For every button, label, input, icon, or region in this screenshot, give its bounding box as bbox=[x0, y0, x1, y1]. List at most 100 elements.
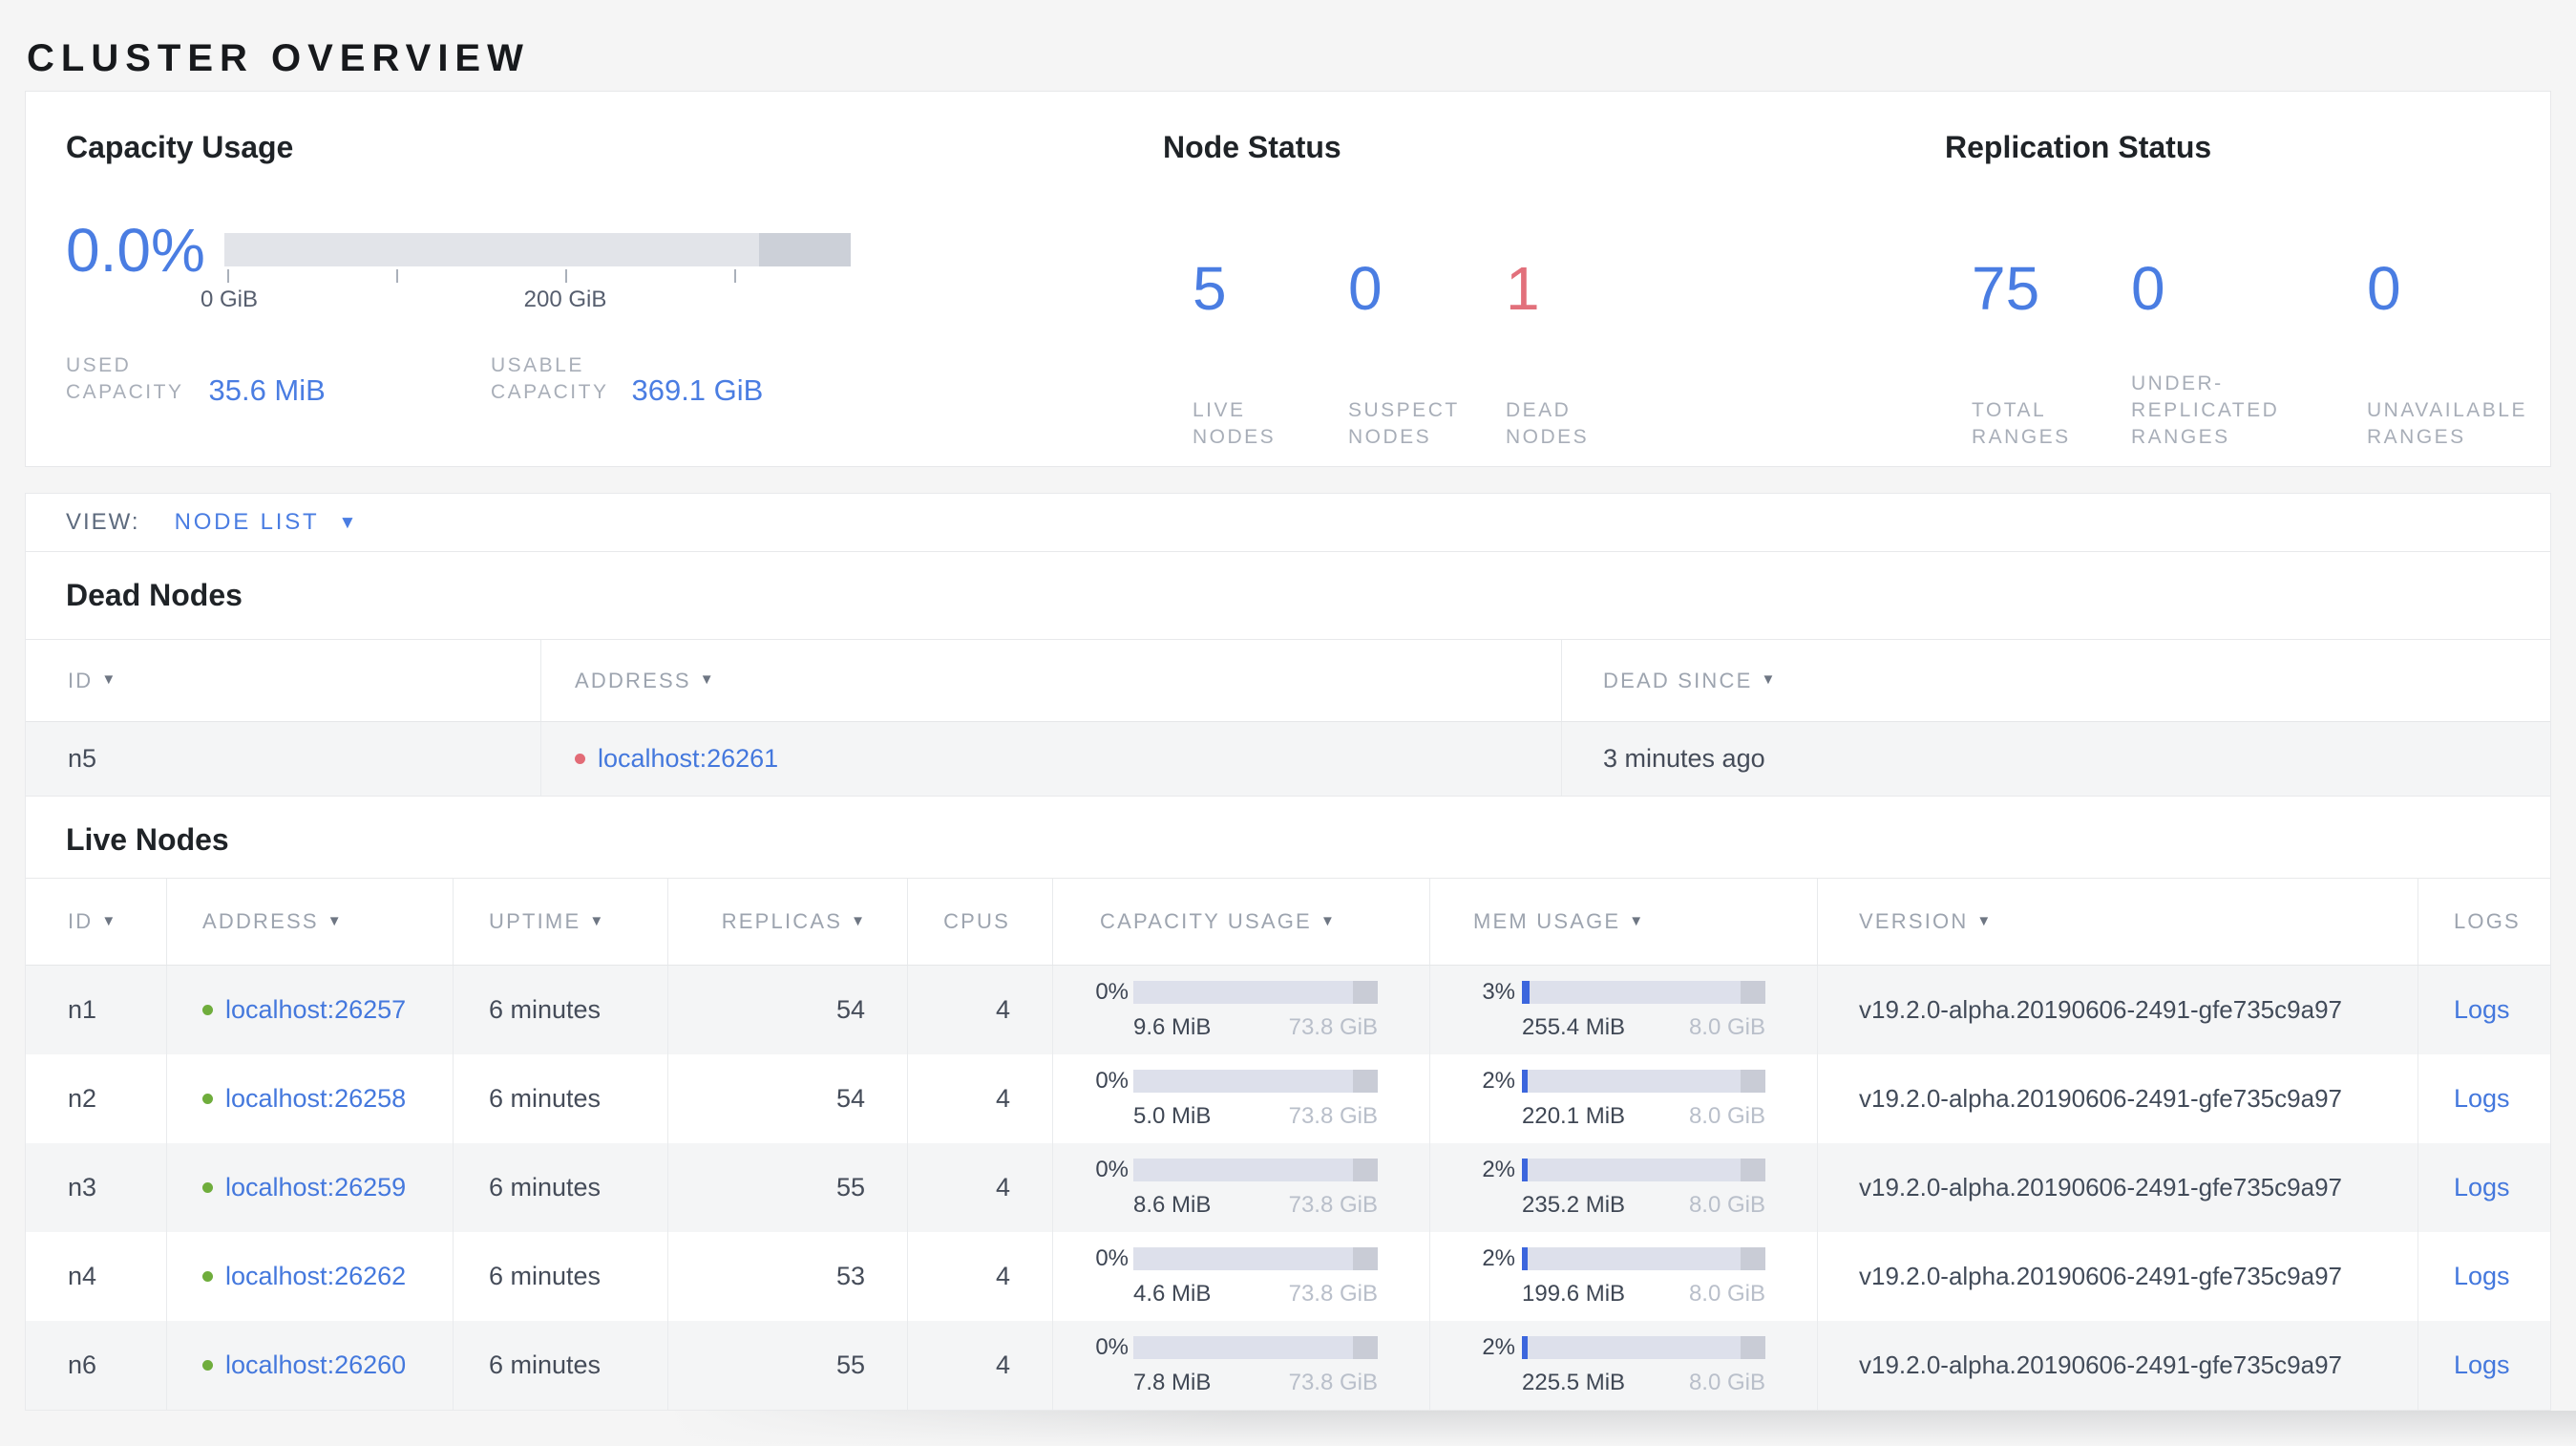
sort-arrow-icon: ▼ bbox=[327, 912, 342, 929]
node-status-title: Node Status bbox=[1163, 130, 1341, 164]
suspect-nodes-label: SUSPECT NODES bbox=[1348, 399, 1460, 448]
mem-percent: 3% bbox=[1482, 979, 1515, 1005]
node-address-link[interactable]: localhost:26259 bbox=[225, 1173, 407, 1201]
column-header-version[interactable]: VERSION ▼ bbox=[1817, 879, 2418, 965]
node-uptime: 6 minutes bbox=[453, 1054, 667, 1143]
mem-percent: 2% bbox=[1482, 1245, 1515, 1271]
capacity-total-value: 73.8 GiB bbox=[1288, 1370, 1378, 1395]
column-header-id[interactable]: ID ▼ bbox=[26, 640, 540, 721]
capacity-other-segment bbox=[1353, 981, 1378, 1004]
under-replicated-ranges-count: 0 bbox=[2131, 254, 2165, 323]
capacity-other-segment bbox=[1353, 1247, 1378, 1270]
column-header-address[interactable]: ADDRESS ▼ bbox=[540, 640, 1561, 721]
capacity-gauge-other-segment bbox=[759, 233, 851, 266]
node-logs-cell: Logs bbox=[2418, 1054, 2550, 1143]
capacity-usage-cell: 0% 8.6 MiB 73.8 GiB bbox=[1052, 1143, 1429, 1232]
column-label: CAPACITY USAGE bbox=[1100, 909, 1312, 933]
nodes-content-card: VIEW: NODE LIST ▼ Dead Nodes ID ▼ ADDRES… bbox=[25, 493, 2551, 1411]
sort-arrow-icon: ▼ bbox=[851, 912, 865, 929]
mem-percent: 2% bbox=[1482, 1157, 1515, 1182]
mem-usage-cell: 2% 220.1 MiB 8.0 GiB bbox=[1429, 1054, 1817, 1143]
column-label: MEM USAGE bbox=[1473, 909, 1621, 933]
column-label: DEAD SINCE bbox=[1603, 668, 1753, 692]
capacity-percent: 0% bbox=[1095, 1334, 1129, 1360]
node-address-cell: localhost:26262 bbox=[166, 1232, 453, 1321]
live-nodes-table: ID ▼ ADDRESS ▼ UPTIME ▼ REPLICAS ▼ CPUS … bbox=[26, 878, 2550, 1410]
capacity-other-segment bbox=[1353, 1336, 1378, 1359]
node-id: n3 bbox=[68, 1173, 97, 1201]
node-logs-link[interactable]: Logs bbox=[2454, 1350, 2510, 1379]
node-id: n1 bbox=[68, 995, 97, 1024]
view-selector-dropdown[interactable]: NODE LIST ▼ bbox=[175, 509, 357, 536]
capacity-percent: 0% bbox=[1095, 979, 1129, 1005]
replication-status-title: Replication Status bbox=[1945, 130, 2212, 164]
view-selected-value: NODE LIST bbox=[174, 509, 320, 535]
column-header-replicas[interactable]: REPLICAS ▼ bbox=[667, 879, 907, 965]
column-label: UPTIME bbox=[489, 909, 581, 933]
node-logs-link[interactable]: Logs bbox=[2454, 1084, 2510, 1113]
node-logs-link[interactable]: Logs bbox=[2454, 1173, 2510, 1201]
mem-used-segment bbox=[1522, 1159, 1528, 1181]
live-nodes-stat: 5 LIVE NODES bbox=[1193, 166, 1364, 453]
used-capacity-metric: USED CAPACITY 35.6 MiB bbox=[66, 352, 491, 406]
column-header-mem-usage[interactable]: MEM USAGE ▼ bbox=[1429, 879, 1817, 965]
node-logs-link[interactable]: Logs bbox=[2454, 1262, 2510, 1290]
node-address-cell: localhost:26257 bbox=[166, 966, 453, 1054]
capacity-total-value: 73.8 GiB bbox=[1288, 1192, 1378, 1218]
mem-bar bbox=[1522, 1336, 1765, 1359]
mem-used-segment bbox=[1522, 1070, 1528, 1093]
node-replicas: 55 bbox=[667, 1321, 907, 1410]
column-label: REPLICAS bbox=[721, 909, 843, 933]
unavailable-ranges-count: 0 bbox=[2367, 254, 2401, 323]
mem-bar bbox=[1522, 1070, 1765, 1093]
replication-status-section: Replication Status 75 TOTAL RANGES 0 UND… bbox=[1945, 128, 2546, 448]
column-header-uptime[interactable]: UPTIME ▼ bbox=[453, 879, 667, 965]
node-uptime: 6 minutes bbox=[453, 1232, 667, 1321]
dead-node-address-link[interactable]: localhost:26261 bbox=[598, 744, 779, 773]
node-address-cell: localhost:26259 bbox=[166, 1143, 453, 1232]
unavailable-ranges-label: UNAVAILABLE RANGES bbox=[2367, 399, 2527, 448]
node-version: v19.2.0-alpha.20190606-2491-gfe735c9a97 bbox=[1817, 1321, 2418, 1410]
gauge-tick-label-zero: 0 GiB bbox=[200, 287, 259, 312]
node-address-link[interactable]: localhost:26258 bbox=[225, 1084, 407, 1113]
node-uptime: 6 minutes bbox=[453, 1321, 667, 1410]
sort-arrow-icon: ▼ bbox=[589, 912, 604, 929]
mem-percent: 2% bbox=[1482, 1068, 1515, 1094]
node-address-link[interactable]: localhost:26262 bbox=[225, 1262, 407, 1290]
node-address-link[interactable]: localhost:26257 bbox=[225, 995, 407, 1024]
node-version: v19.2.0-alpha.20190606-2491-gfe735c9a97 bbox=[1817, 1054, 2418, 1143]
mem-used-value: 225.5 MiB bbox=[1522, 1370, 1626, 1395]
mem-total-value: 8.0 GiB bbox=[1688, 1103, 1765, 1129]
column-header-id[interactable]: ID ▼ bbox=[26, 879, 166, 965]
live-status-dot-icon bbox=[202, 1094, 213, 1104]
column-label: ADDRESS bbox=[575, 668, 691, 692]
mem-usage-cell: 3% 255.4 MiB 8.0 GiB bbox=[1429, 966, 1817, 1054]
node-logs-link[interactable]: Logs bbox=[2454, 995, 2510, 1024]
dead-nodes-heading: Dead Nodes bbox=[66, 578, 243, 612]
page-title: CLUSTER OVERVIEW bbox=[27, 36, 530, 79]
mem-used-segment bbox=[1522, 1247, 1528, 1270]
capacity-percent: 0% bbox=[1095, 1245, 1129, 1271]
column-header-capacity-usage[interactable]: CAPACITY USAGE ▼ bbox=[1052, 879, 1429, 965]
total-ranges-count: 75 bbox=[1972, 254, 2040, 323]
sort-arrow-icon: ▼ bbox=[1976, 912, 1992, 929]
live-nodes-count: 5 bbox=[1193, 254, 1227, 323]
capacity-usage-cell: 0% 4.6 MiB 73.8 GiB bbox=[1052, 1232, 1429, 1321]
mem-bar bbox=[1522, 1159, 1765, 1181]
mem-bar bbox=[1522, 1247, 1765, 1270]
dead-status-dot-icon bbox=[575, 754, 585, 764]
live-node-row: n1 localhost:26257 6 minutes 54 4 0% 9.6… bbox=[26, 966, 2550, 1054]
mem-other-segment bbox=[1741, 1070, 1765, 1093]
node-logs-cell: Logs bbox=[2418, 1321, 2550, 1410]
node-address-link[interactable]: localhost:26260 bbox=[225, 1350, 407, 1379]
used-capacity-value: 35.6 MiB bbox=[208, 373, 326, 407]
column-label: CPUS bbox=[943, 909, 1010, 933]
column-header-address[interactable]: ADDRESS ▼ bbox=[166, 879, 453, 965]
capacity-used-value: 4.6 MiB bbox=[1133, 1281, 1212, 1307]
live-status-dot-icon bbox=[202, 1182, 213, 1193]
node-cpus: 4 bbox=[907, 1143, 1052, 1232]
gauge-tick-label-200: 200 GiB bbox=[523, 287, 607, 312]
column-header-dead-since[interactable]: DEAD SINCE ▼ bbox=[1561, 640, 2550, 721]
view-label: VIEW: bbox=[66, 509, 140, 535]
capacity-usage-title: Capacity Usage bbox=[66, 130, 294, 164]
